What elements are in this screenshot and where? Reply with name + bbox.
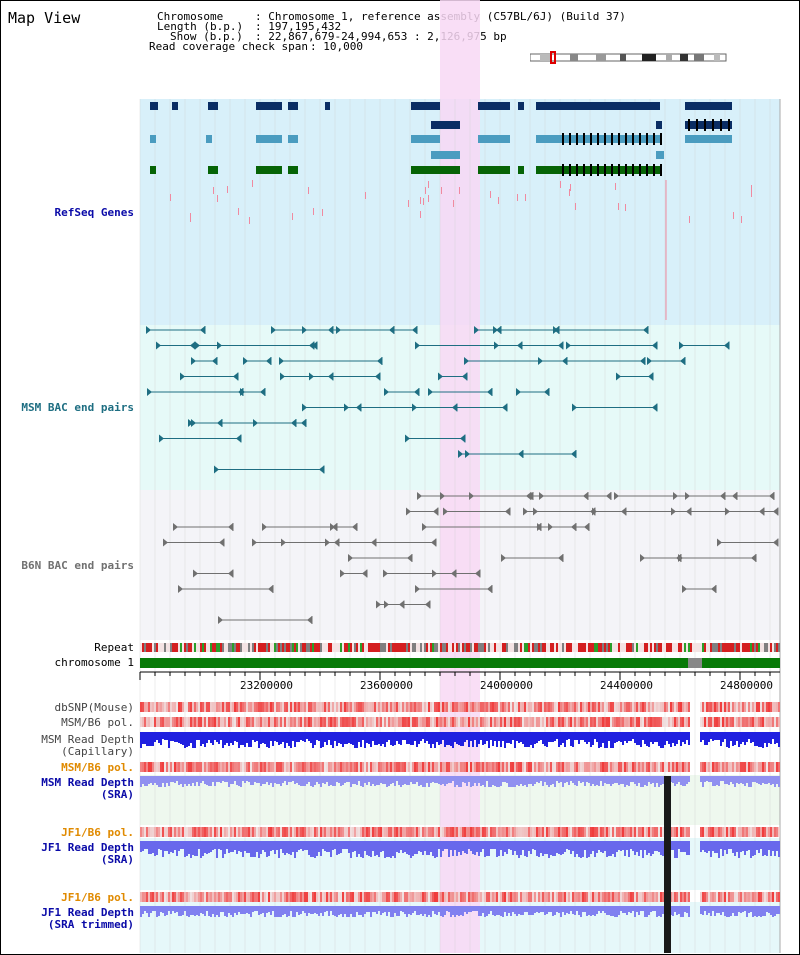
jf1-b6-pol-trimmed-label[interactable]: JF1/B6 pol. bbox=[61, 891, 134, 904]
msm-bac-label[interactable]: MSM BAC end pairs bbox=[21, 401, 134, 414]
length-key: Length (b.p.) bbox=[157, 20, 244, 33]
dbsnp-label[interactable]: dbSNP(Mouse) bbox=[54, 701, 134, 714]
show-key: Show (b.p.) bbox=[170, 30, 243, 43]
jf1-depth-sra-label-1[interactable]: JF1 Read Depth bbox=[41, 841, 134, 854]
chromosome-ideogram[interactable] bbox=[530, 51, 730, 65]
jf1-depth-trimmed-label-1[interactable]: JF1 Read Depth bbox=[41, 906, 134, 919]
coverage-key: Read coverage check span bbox=[149, 40, 308, 53]
chromosome-label: chromosome 1 bbox=[54, 656, 134, 669]
b6n-bac-label[interactable]: B6N BAC end pairs bbox=[21, 559, 134, 572]
coverage-value: : 10,000 bbox=[310, 40, 363, 53]
axis-tick-label: 24000000 bbox=[480, 679, 533, 692]
jf1-b6-pol-label[interactable]: JF1/B6 pol. bbox=[61, 826, 134, 839]
axis-tick-label: 23200000 bbox=[240, 679, 293, 692]
jf1-depth-sra-label-2: (SRA) bbox=[100, 853, 134, 866]
length-value: : 197,195,432 bbox=[255, 20, 342, 33]
msm-b6-pol-sra-label[interactable]: MSM/B6 pol. bbox=[61, 761, 134, 774]
msm-b6-pol-label[interactable]: MSM/B6 pol. bbox=[61, 716, 134, 729]
axis-tick-label: 24800000 bbox=[720, 679, 773, 692]
msm-depth-sra-label-1[interactable]: MSM Read Depth bbox=[41, 776, 134, 789]
chromosome-key: Chromosome bbox=[157, 10, 224, 23]
axis-tick-label: 24400000 bbox=[600, 679, 653, 692]
page-title: Map View bbox=[8, 9, 81, 27]
axis-tick-label: 23600000 bbox=[360, 679, 413, 692]
refseq-genes-label[interactable]: RefSeq Genes bbox=[54, 206, 134, 219]
jf1-depth-trimmed-label-2: (SRA trimmed) bbox=[47, 918, 134, 931]
msm-depth-capillary-label-1[interactable]: MSM Read Depth bbox=[41, 733, 134, 746]
msm-depth-capillary-label-2: (Capillary) bbox=[61, 745, 134, 758]
msm-depth-sra-label-2: (SRA) bbox=[100, 788, 134, 801]
repeat-label: Repeat bbox=[94, 641, 134, 654]
